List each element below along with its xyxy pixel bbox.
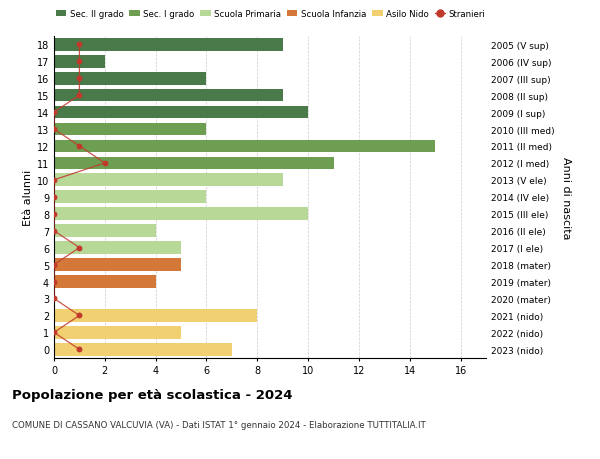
Bar xyxy=(54,275,155,288)
Point xyxy=(49,329,59,336)
Bar xyxy=(54,73,206,85)
Point xyxy=(49,177,59,184)
Legend: Sec. II grado, Sec. I grado, Scuola Primaria, Scuola Infanzia, Asilo Nido, Stran: Sec. II grado, Sec. I grado, Scuola Prim… xyxy=(52,6,489,22)
Point xyxy=(49,109,59,117)
Bar xyxy=(54,106,308,119)
Point xyxy=(100,160,110,167)
Bar xyxy=(54,242,181,254)
Bar xyxy=(54,140,435,153)
Bar xyxy=(54,157,334,170)
Point xyxy=(49,261,59,269)
Bar xyxy=(54,208,308,221)
Bar xyxy=(54,225,155,237)
Point xyxy=(74,312,84,319)
Bar xyxy=(54,123,206,136)
Bar xyxy=(54,90,283,102)
Bar xyxy=(54,309,257,322)
Y-axis label: Età alunni: Età alunni xyxy=(23,169,32,225)
Y-axis label: Anni di nascita: Anni di nascita xyxy=(561,156,571,239)
Point xyxy=(49,126,59,134)
Point xyxy=(74,41,84,49)
Bar xyxy=(54,56,105,68)
Point xyxy=(49,278,59,285)
Bar xyxy=(54,191,206,204)
Point xyxy=(49,228,59,235)
Bar xyxy=(54,326,181,339)
Text: Popolazione per età scolastica - 2024: Popolazione per età scolastica - 2024 xyxy=(12,388,293,401)
Point xyxy=(74,92,84,100)
Point xyxy=(74,245,84,252)
Point xyxy=(74,75,84,83)
Point xyxy=(49,194,59,201)
Point xyxy=(74,143,84,150)
Bar xyxy=(54,259,181,271)
Bar xyxy=(54,174,283,187)
Point xyxy=(74,346,84,353)
Point xyxy=(74,58,84,66)
Point xyxy=(49,211,59,218)
Bar xyxy=(54,39,283,51)
Text: COMUNE DI CASSANO VALCUVIA (VA) - Dati ISTAT 1° gennaio 2024 - Elaborazione TUTT: COMUNE DI CASSANO VALCUVIA (VA) - Dati I… xyxy=(12,420,426,429)
Point xyxy=(49,295,59,302)
Bar xyxy=(54,343,232,356)
